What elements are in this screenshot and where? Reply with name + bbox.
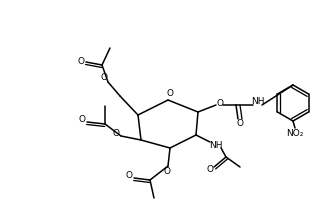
Text: O: O — [78, 116, 86, 125]
Text: O: O — [216, 98, 223, 107]
Text: NH: NH — [209, 140, 223, 149]
Text: O: O — [236, 120, 243, 129]
Text: O: O — [163, 167, 171, 176]
Text: O: O — [77, 57, 85, 66]
Text: O: O — [113, 130, 119, 139]
Text: O: O — [207, 166, 214, 175]
Text: O: O — [167, 89, 174, 98]
Text: NH: NH — [251, 97, 265, 106]
Text: O: O — [100, 74, 108, 83]
Text: O: O — [126, 172, 133, 181]
Text: NO₂: NO₂ — [286, 129, 304, 138]
